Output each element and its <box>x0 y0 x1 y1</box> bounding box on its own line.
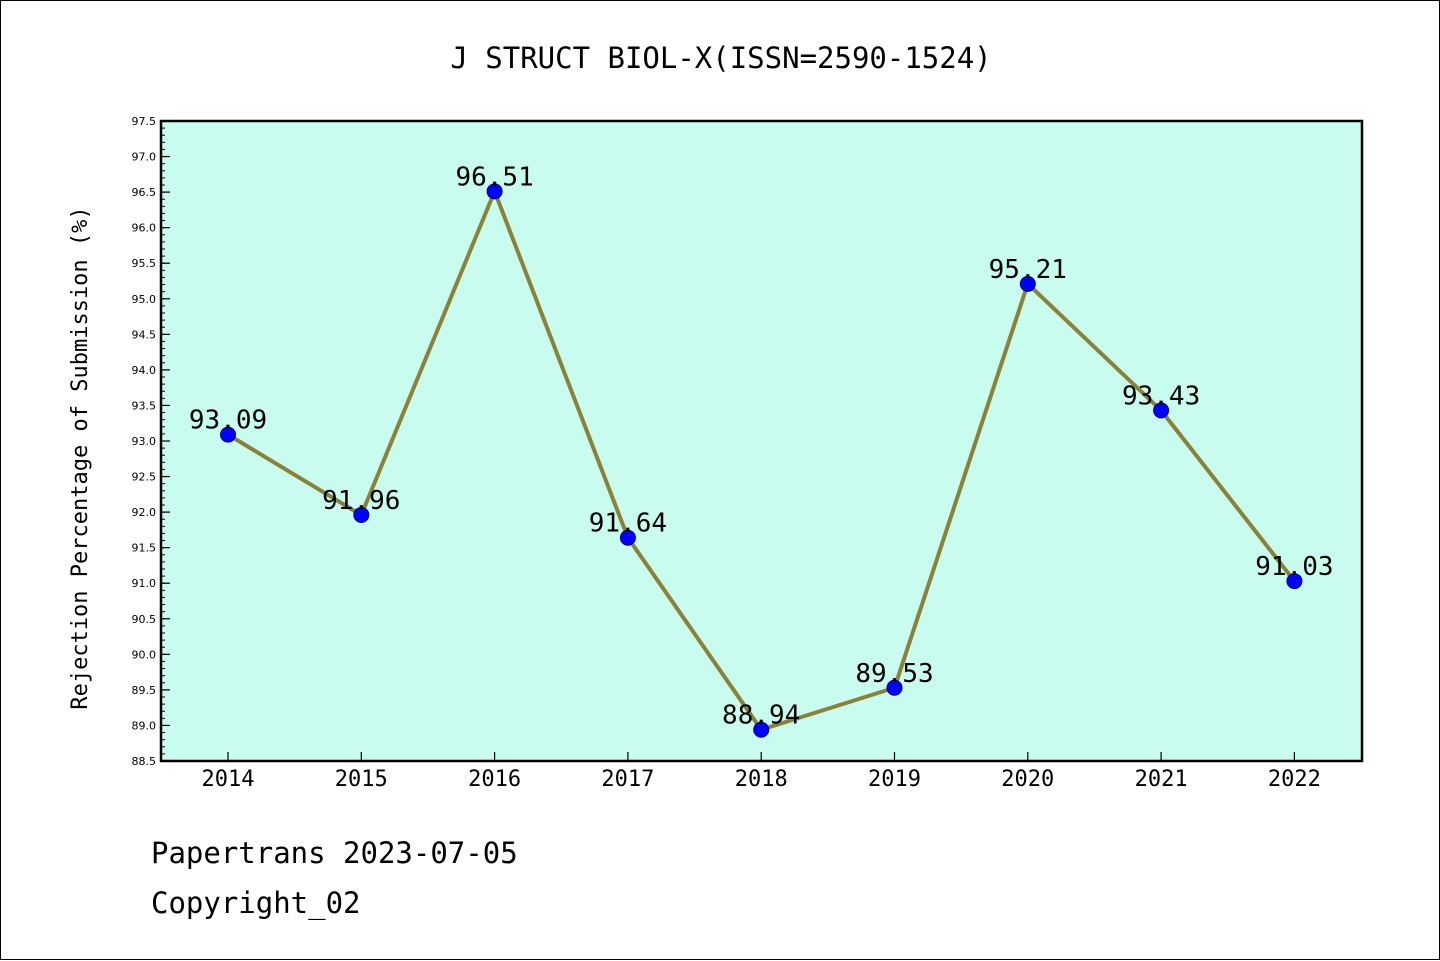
source-date-text: Papertrans 2023-07-05 <box>151 836 518 870</box>
data-label: 91.64 <box>589 509 667 539</box>
x-tick-label: 2019 <box>868 767 921 792</box>
data-point <box>1019 275 1036 292</box>
data-point <box>1153 402 1170 419</box>
x-tick-label: 2014 <box>202 767 255 792</box>
x-tick-label: 2015 <box>335 767 388 792</box>
data-point <box>886 679 903 696</box>
x-tick-label: 2018 <box>735 767 788 792</box>
y-tick-label: 90.5 <box>132 613 157 626</box>
y-tick-label: 93.5 <box>132 399 157 412</box>
chart-title: J STRUCT BIOL-X(ISSN=2590-1524) <box>450 41 991 75</box>
data-point <box>1286 573 1303 590</box>
y-tick-label: 95.0 <box>132 293 157 306</box>
data-point <box>753 721 770 738</box>
data-label: 96.51 <box>455 162 533 192</box>
plot-background <box>161 121 1362 761</box>
x-tick-label: 2017 <box>601 767 654 792</box>
x-axis-ticks: 2014 2015 2016 2017 2018 2019 2020 2021 2022 <box>202 752 1321 792</box>
data-label: 91.03 <box>1255 552 1333 582</box>
x-tick-label: 2022 <box>1268 767 1321 792</box>
data-label: 88.94 <box>722 701 800 731</box>
y-tick-label: 89.5 <box>132 684 157 697</box>
y-tick-label: 92.5 <box>132 471 157 484</box>
y-tick-label: 92.0 <box>132 506 157 519</box>
y-tick-label: 97.5 <box>132 115 157 128</box>
y-axis-ticks: 88.5 89.0 89.5 90.0 90.5 91.0 91.5 92.0 92.5 93.0… <box>132 115 170 768</box>
y-axis-label: Rejection Percentage of Submission (%) <box>68 206 93 709</box>
y-tick-label: 94.0 <box>132 364 157 377</box>
data-label: 93.43 <box>1122 381 1200 411</box>
data-labels: 93.09 91.96 96.51 91.64 88.94 89.53 95.21 93.43… <box>189 162 1334 730</box>
y-tick-label: 90.0 <box>132 648 157 661</box>
data-label: 91.96 <box>322 486 400 516</box>
data-markers <box>220 183 1303 738</box>
x-tick-label: 2016 <box>468 767 521 792</box>
y-tick-label: 96.0 <box>132 222 157 235</box>
data-label: 93.09 <box>189 406 267 436</box>
y-tick-label: 88.5 <box>132 755 157 768</box>
y-tick-label: 91.0 <box>132 577 157 590</box>
x-tick-label: 2021 <box>1135 767 1188 792</box>
y-tick-label: 95.5 <box>132 257 157 270</box>
plot-border <box>159 119 1364 763</box>
data-point <box>486 183 503 200</box>
data-point <box>220 426 236 443</box>
y-tick-label: 89.0 <box>132 719 157 732</box>
data-label: 95.21 <box>989 255 1067 285</box>
y-tick-label: 97.0 <box>132 151 157 164</box>
copyright-text: Copyright_02 <box>151 886 361 920</box>
y-tick-label: 91.5 <box>132 542 157 555</box>
y-tick-label: 96.5 <box>132 186 157 199</box>
x-tick-label: 2020 <box>1001 767 1054 792</box>
data-point <box>619 529 636 546</box>
data-label: 89.53 <box>855 659 933 689</box>
y-tick-label: 94.5 <box>132 328 157 341</box>
data-point <box>353 506 370 523</box>
y-tick-label: 93.0 <box>132 435 157 448</box>
